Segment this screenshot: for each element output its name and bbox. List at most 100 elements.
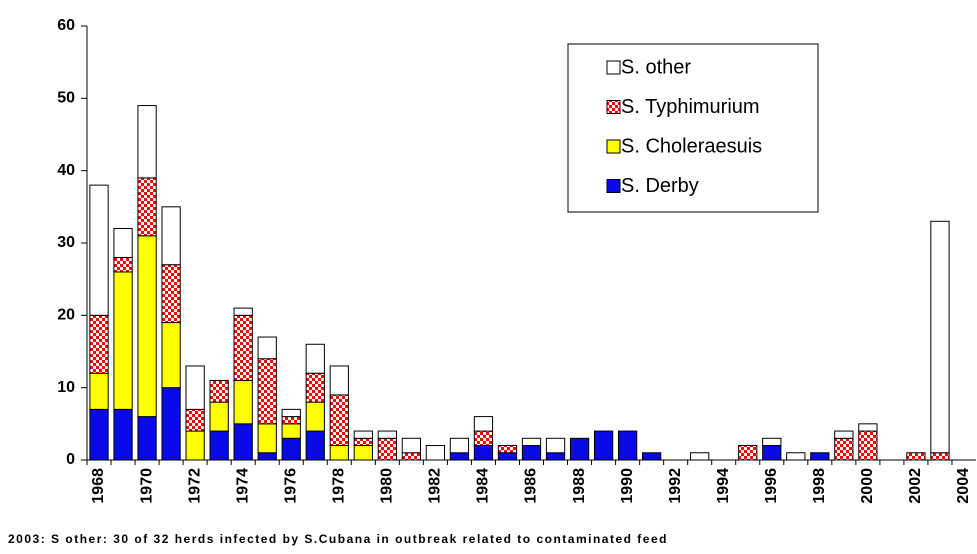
bar-segment bbox=[377, 437, 397, 461]
bar-segment bbox=[137, 235, 157, 418]
bar-segment bbox=[161, 322, 181, 389]
x-tick-label: 1998 bbox=[811, 468, 828, 504]
bar-segment bbox=[593, 430, 614, 461]
bar-segment bbox=[497, 445, 518, 454]
bar-segment bbox=[305, 343, 325, 374]
bar-segment bbox=[281, 408, 301, 418]
bar-segment bbox=[401, 437, 421, 454]
bar-segment bbox=[930, 452, 950, 461]
y-tick-label: 10 bbox=[57, 379, 75, 396]
bar-segment bbox=[137, 177, 157, 237]
legend-swatch bbox=[606, 100, 621, 114]
x-tick-label: 1994 bbox=[715, 468, 732, 504]
y-tick-label: 40 bbox=[57, 162, 75, 179]
bar-segment bbox=[906, 452, 926, 461]
bar-segment bbox=[521, 445, 542, 461]
x-tick-label: 1990 bbox=[619, 468, 636, 504]
bar-segment bbox=[305, 430, 325, 461]
x-tick-label: 2002 bbox=[907, 468, 924, 504]
x-tick-label: 1996 bbox=[763, 468, 780, 504]
bar-segment bbox=[185, 365, 205, 410]
y-tick-label: 20 bbox=[57, 307, 75, 324]
y-tick-label: 60 bbox=[57, 17, 75, 34]
bar-segment bbox=[113, 256, 133, 273]
bar-segment bbox=[497, 452, 518, 461]
bar-segment bbox=[185, 430, 205, 461]
bar-segment bbox=[738, 445, 758, 461]
bar-segment bbox=[113, 228, 133, 258]
x-tick-label: 1968 bbox=[90, 468, 107, 504]
bar-segment bbox=[209, 379, 229, 403]
legend-swatch bbox=[606, 139, 621, 154]
bar-segment bbox=[786, 452, 806, 461]
bar-segment bbox=[89, 372, 109, 410]
bar-segment bbox=[401, 452, 421, 461]
x-tick-label: 1980 bbox=[379, 468, 396, 504]
bar-segment bbox=[473, 430, 494, 447]
bar-segment bbox=[834, 430, 854, 439]
bar-segment bbox=[762, 445, 782, 461]
bar-segment bbox=[137, 416, 157, 461]
bar-segment bbox=[113, 271, 133, 410]
bar-segment bbox=[161, 387, 181, 461]
bar-segment bbox=[545, 452, 566, 461]
bar-segment bbox=[473, 445, 494, 461]
bar-segment bbox=[233, 307, 253, 316]
bar-segment bbox=[257, 336, 277, 360]
y-tick-label: 50 bbox=[57, 90, 75, 107]
bar-segment bbox=[257, 358, 277, 425]
legend-swatch bbox=[606, 179, 621, 193]
bar-segment bbox=[329, 445, 349, 461]
bar-segment bbox=[281, 423, 301, 439]
bar-segment bbox=[89, 408, 109, 461]
x-tick-label: 1982 bbox=[427, 468, 444, 504]
bar-segment bbox=[449, 437, 470, 454]
bar-segment bbox=[305, 401, 325, 432]
bar-segment bbox=[161, 206, 181, 266]
bar-segment bbox=[305, 372, 325, 403]
bar-segment bbox=[569, 437, 590, 461]
bar-segment bbox=[185, 408, 205, 432]
bar-segment bbox=[89, 184, 109, 316]
x-tick-label: 2004 bbox=[955, 468, 972, 504]
bar-segment bbox=[690, 452, 710, 461]
bar-segment bbox=[233, 314, 253, 381]
bar-segment bbox=[329, 365, 349, 396]
x-tick-label: 1970 bbox=[138, 468, 155, 504]
bar-segment bbox=[930, 220, 950, 454]
bar-segment bbox=[762, 437, 782, 447]
bar-segment bbox=[617, 430, 638, 461]
x-tick-label: 1986 bbox=[523, 468, 540, 504]
bar-segment bbox=[257, 452, 277, 461]
bar-segment bbox=[353, 437, 373, 447]
legend-swatch bbox=[606, 60, 621, 75]
bar-segment bbox=[353, 445, 373, 461]
x-tick-label: 2000 bbox=[859, 468, 876, 504]
bar-segment bbox=[329, 394, 349, 447]
x-tick-label: 1992 bbox=[667, 468, 684, 504]
x-tick-label: 1988 bbox=[571, 468, 588, 504]
bar-segment bbox=[137, 105, 157, 179]
x-tick-label: 1972 bbox=[186, 468, 203, 504]
bar-segment bbox=[642, 452, 662, 461]
bar-segment bbox=[858, 430, 878, 461]
bar-segment bbox=[834, 437, 854, 461]
legend-label: S. Typhimurium bbox=[621, 96, 760, 118]
bar-segment bbox=[377, 430, 397, 439]
legend-label: S. Derby bbox=[621, 175, 699, 197]
bar-segment bbox=[89, 314, 109, 374]
bar-segment bbox=[810, 452, 830, 461]
x-tick-label: 1976 bbox=[282, 468, 299, 504]
bar-segment bbox=[257, 423, 277, 454]
bar-segment bbox=[521, 437, 542, 447]
legend-label: S. other bbox=[621, 56, 691, 78]
y-tick-label: 30 bbox=[57, 234, 75, 251]
bar-segment bbox=[281, 437, 301, 461]
bar-segment bbox=[209, 430, 229, 461]
x-tick-label: 1984 bbox=[475, 468, 492, 504]
bar-segment bbox=[449, 452, 470, 461]
bar-segment bbox=[425, 445, 446, 461]
y-tick-label: 0 bbox=[66, 451, 75, 468]
bar-segment bbox=[209, 401, 229, 432]
